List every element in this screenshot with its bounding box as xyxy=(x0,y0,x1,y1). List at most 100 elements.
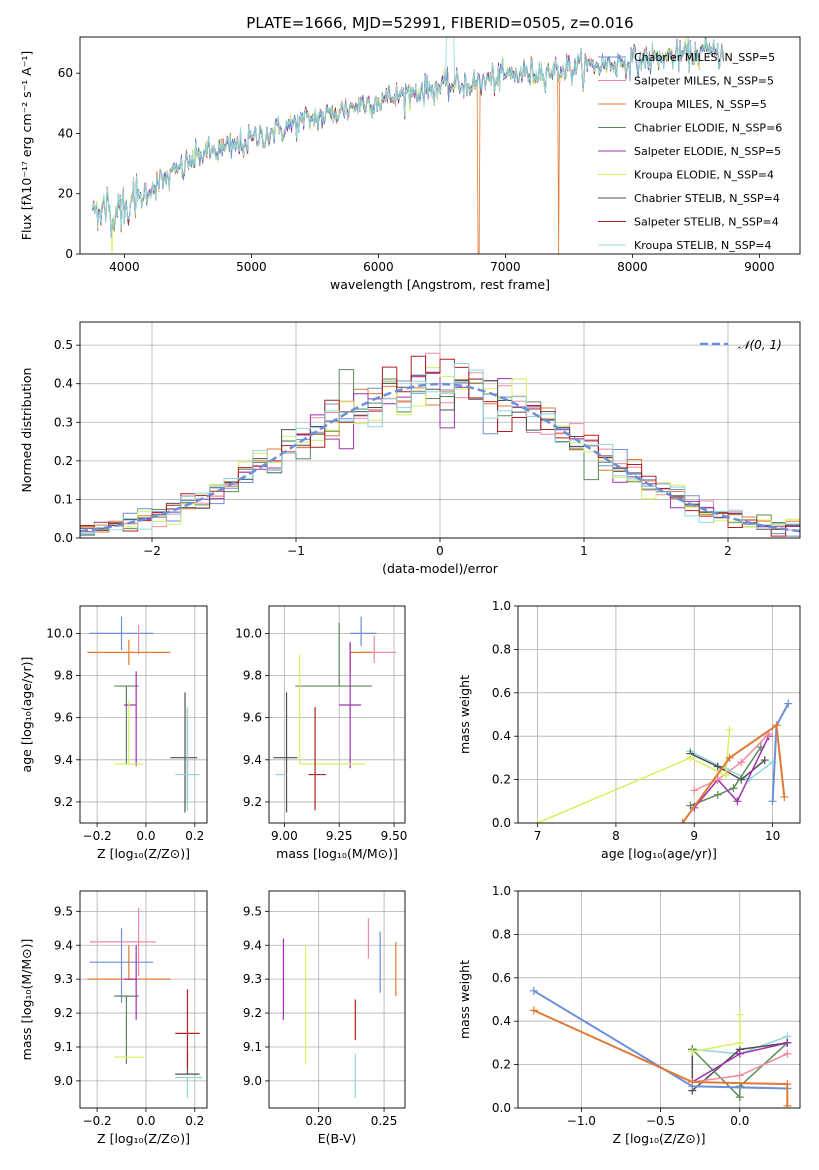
axes-frame xyxy=(268,605,406,824)
residuals-plot-area xyxy=(80,352,800,538)
frame xyxy=(79,36,801,255)
y-tick-label: 9.8 xyxy=(243,669,262,683)
y-axis-label: Flux [fλ10⁻¹⁷ erg cm⁻² s⁻¹ A⁻¹] xyxy=(19,51,34,240)
y-tick-label: 9.6 xyxy=(243,711,262,725)
y-tick-label: 0.1 xyxy=(54,492,73,506)
weight-line-8 xyxy=(689,750,774,781)
weight-line-2 xyxy=(533,1009,789,1106)
x-axis-label: mass [log₁₀(M/M⊙)] xyxy=(276,846,398,861)
histogram-step-8 xyxy=(80,363,800,538)
x-tick-label: −0.2 xyxy=(83,829,112,843)
weight-line-3 xyxy=(690,746,762,807)
y-axis-label: Normed distribution xyxy=(19,368,34,493)
axes-frame xyxy=(79,321,801,539)
weight-marker-2 xyxy=(783,1080,792,1089)
y-tick-label: 9.0 xyxy=(54,1074,73,1088)
weight-marker-1 xyxy=(783,1049,792,1058)
legend-entry: Salpeter STELIB, N_SSP=4 xyxy=(634,216,779,229)
legend-entry: Kroupa STELIB, N_SSP=4 xyxy=(634,239,772,252)
y-tick-label: 9.3 xyxy=(243,972,262,986)
y-tick-label: 0.0 xyxy=(492,1101,511,1115)
x-tick-label: 5000 xyxy=(236,260,267,274)
y-tick-label: 9.4 xyxy=(243,753,262,767)
weight-marker-2 xyxy=(725,753,734,762)
mass_vs_ebv-plot-area xyxy=(282,918,397,1098)
y-tick-label: 9.2 xyxy=(243,1006,262,1020)
weight-marker-2 xyxy=(780,792,789,801)
age_vs_mass-panel: 9.00 9.25 9.50 9.2 9.4 9.6 9.8 10.0 mass [log₁₀(… xyxy=(235,605,408,861)
weight-marker-5 xyxy=(735,1010,744,1019)
x-tick-label: −0.2 xyxy=(83,1114,112,1128)
x-tick-label: −0.5 xyxy=(646,1114,675,1128)
weight-marker-5 xyxy=(688,1047,697,1056)
y-axis-label: age [log₁₀(age/yr)] xyxy=(19,657,34,773)
residuals-panel: −2 −1 0 1 2 0.0 0.1 0.2 0.3 0.4 0.5 (data-model)/er… xyxy=(19,321,801,576)
x-tick-label: 0.2 xyxy=(185,1114,204,1128)
x-tick-label: −2 xyxy=(143,544,161,558)
frame xyxy=(268,890,406,1109)
weight-marker-2 xyxy=(529,1006,538,1015)
weight-line-5 xyxy=(692,1014,741,1053)
axes-frame xyxy=(268,890,406,1109)
weight_vs_Z-panel: −1.0 −0.5 0.0 0.0 0.2 0.4 0.6 0.8 1.0 Z [log₁₀(Z/… xyxy=(457,884,801,1146)
x-tick-label: 0.25 xyxy=(371,1114,398,1128)
weight-marker-1 xyxy=(737,758,746,767)
mass_vs_Z-panel: −0.2 0.0 0.2 9.0 9.1 9.2 9.3 9.4 9.5 Z [log₁₀(Z/Z… xyxy=(19,890,208,1146)
y-tick-label: 0.6 xyxy=(492,686,511,700)
y-tick-label: 9.8 xyxy=(54,669,73,683)
axes-frame xyxy=(517,890,801,1109)
x-tick-label: 1 xyxy=(580,544,588,558)
x-tick-label: −1 xyxy=(287,544,305,558)
y-tick-label: 9.3 xyxy=(54,972,73,986)
y-tick-label: 0.8 xyxy=(492,642,511,656)
x-axis-label: Z [log₁₀(Z/Z⊙)] xyxy=(97,846,190,861)
y-tick-label: 0.2 xyxy=(492,1058,511,1072)
weight-marker-5 xyxy=(533,819,542,823)
weight-marker-5 xyxy=(686,753,695,762)
weight-marker-5 xyxy=(725,725,734,734)
weight-line-5 xyxy=(537,729,731,823)
legend-entry: Chabrier MILES, N_SSP=5 xyxy=(634,51,775,64)
frame xyxy=(79,890,208,1109)
x-tick-label: 0.0 xyxy=(136,1114,155,1128)
axes-frame xyxy=(79,605,208,824)
figure-title: PLATE=1666, MJD=52991, FIBERID=0505, z=0… xyxy=(246,14,633,32)
x-axis-label: age [log₁₀(age/yr)] xyxy=(601,846,717,861)
y-axis-label: mass weight xyxy=(457,675,472,754)
x-tick-label: 9 xyxy=(690,829,698,843)
frame xyxy=(517,605,801,824)
weight-marker-2 xyxy=(783,1101,792,1108)
legend-entry: Kroupa ELODIE, N_SSP=4 xyxy=(634,169,774,182)
y-tick-label: 40 xyxy=(58,126,73,140)
x-tick-label: 10 xyxy=(765,829,780,843)
legend-entry: Chabrier ELODIE, N_SSP=6 xyxy=(634,122,782,135)
x-tick-label: 9000 xyxy=(744,260,775,274)
y-tick-label: 9.4 xyxy=(54,938,73,952)
weight-marker-0 xyxy=(768,797,777,806)
weight-line-4 xyxy=(693,735,770,809)
weight-marker-5 xyxy=(735,1038,744,1047)
y-tick-label: 10.0 xyxy=(46,626,73,640)
age_vs_mass-plot-area xyxy=(273,616,397,813)
y-tick-label: 0.5 xyxy=(54,338,73,352)
weight_vs_age-plot-area xyxy=(533,699,793,823)
mass_vs_Z-plot-area xyxy=(87,907,203,1098)
weight-marker-2 xyxy=(772,721,781,730)
x-axis-label: wavelength [Angstrom, rest frame] xyxy=(330,277,550,292)
weight_vs_Z-plot-area xyxy=(529,986,792,1108)
x-tick-label: 9.50 xyxy=(381,829,408,843)
y-tick-label: 9.1 xyxy=(54,1040,73,1054)
y-tick-label: 9.5 xyxy=(54,904,73,918)
x-tick-label: 0.0 xyxy=(730,1114,749,1128)
mass_vs_ebv-panel: 0.20 0.25 9.0 9.1 9.2 9.3 9.4 9.5 E(B-V) xyxy=(243,890,406,1146)
y-tick-label: 0.4 xyxy=(492,1014,511,1028)
y-tick-label: 9.4 xyxy=(243,938,262,952)
age_vs_Z-panel: −0.2 0.0 0.2 9.2 9.4 9.6 9.8 10.0 Z [log₁₀(Z/Z⊙)… xyxy=(19,605,208,861)
weight-marker-1 xyxy=(735,1071,744,1080)
y-tick-label: 20 xyxy=(58,187,73,201)
legend-entry: Chabrier STELIB, N_SSP=4 xyxy=(634,192,780,205)
x-tick-label: 9.25 xyxy=(326,829,353,843)
y-tick-label: 9.2 xyxy=(243,795,262,809)
y-tick-label: 9.1 xyxy=(243,1040,262,1054)
